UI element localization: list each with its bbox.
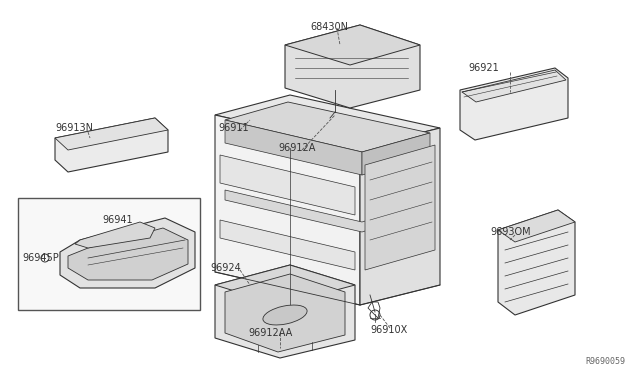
- Polygon shape: [55, 118, 168, 150]
- Text: R9690059: R9690059: [585, 357, 625, 366]
- Polygon shape: [362, 133, 430, 175]
- Polygon shape: [498, 210, 575, 315]
- Text: 96912A: 96912A: [278, 143, 316, 153]
- Bar: [18, 198, 200, 310]
- Polygon shape: [220, 155, 355, 215]
- Polygon shape: [285, 25, 420, 65]
- Polygon shape: [215, 115, 360, 305]
- Text: 96924: 96924: [210, 263, 241, 273]
- Text: 96941: 96941: [102, 215, 132, 225]
- Text: 96911: 96911: [218, 123, 248, 133]
- Polygon shape: [225, 120, 362, 175]
- Polygon shape: [215, 265, 355, 305]
- Polygon shape: [68, 228, 188, 280]
- Polygon shape: [360, 128, 440, 305]
- Text: 96913N: 96913N: [55, 123, 93, 133]
- Polygon shape: [365, 145, 435, 270]
- Polygon shape: [498, 210, 575, 242]
- Polygon shape: [225, 102, 430, 152]
- Ellipse shape: [263, 305, 307, 325]
- Polygon shape: [220, 220, 355, 270]
- Polygon shape: [75, 222, 155, 248]
- Polygon shape: [215, 95, 440, 148]
- Text: 96921: 96921: [468, 63, 499, 73]
- Polygon shape: [225, 274, 345, 352]
- Polygon shape: [55, 118, 168, 172]
- Polygon shape: [460, 68, 568, 140]
- Polygon shape: [285, 25, 420, 108]
- Polygon shape: [215, 265, 355, 358]
- Text: 96910X: 96910X: [370, 325, 407, 335]
- Text: 96945P: 96945P: [22, 253, 59, 263]
- Text: 9693OM: 9693OM: [490, 227, 531, 237]
- Text: 68430N: 68430N: [310, 22, 348, 32]
- Polygon shape: [60, 218, 195, 288]
- Polygon shape: [225, 190, 430, 232]
- Polygon shape: [462, 70, 566, 102]
- Text: 96912AA: 96912AA: [248, 328, 292, 338]
